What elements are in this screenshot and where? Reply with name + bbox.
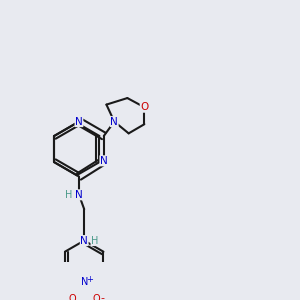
- Text: H: H: [65, 190, 72, 200]
- Text: N: N: [100, 156, 108, 166]
- Text: O: O: [69, 294, 76, 300]
- Text: N: N: [75, 117, 83, 127]
- Text: N: N: [75, 190, 83, 200]
- Text: +: +: [86, 275, 93, 284]
- Text: N: N: [80, 278, 88, 287]
- Text: -: -: [100, 293, 104, 300]
- Text: O: O: [92, 294, 100, 300]
- Text: O: O: [140, 102, 148, 112]
- Text: N: N: [80, 236, 88, 246]
- Text: H: H: [91, 236, 98, 246]
- Text: N: N: [110, 117, 118, 127]
